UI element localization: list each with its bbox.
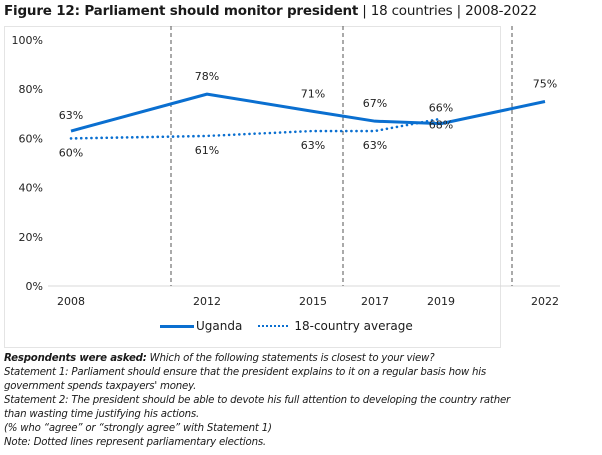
y-tick-label: 80% [19, 83, 43, 96]
data-label-average: 63% [363, 139, 387, 152]
title-separator: | [452, 3, 466, 19]
notes-lead: Respondents were asked: [4, 353, 147, 364]
data-label-average: 60% [59, 146, 83, 159]
figure-title-main: Figure 12: Parliament should monitor pre… [4, 3, 359, 19]
chart-notes: Respondents were asked: Which of the fol… [4, 352, 510, 450]
series-line-average [69, 117, 443, 140]
y-tick-label: 60% [19, 132, 43, 145]
dotted-line-swatch-icon [258, 325, 289, 327]
series-line-uganda [70, 92, 546, 133]
y-tick-label: 0% [26, 280, 43, 293]
data-label-average: 68% [429, 119, 453, 132]
y-tick-label: 40% [19, 182, 43, 195]
data-label-uganda: 71% [301, 87, 325, 100]
legend-item-uganda: Uganda [160, 319, 242, 333]
solid-line-swatch-icon [160, 324, 194, 328]
statement-2-line-1: Statement 2: The president should be abl… [4, 395, 511, 406]
percent-note: (% who “agree” or “strongly agree” with … [4, 423, 272, 434]
x-tick-label: 2015 [299, 295, 327, 308]
data-label-uganda: 63% [59, 109, 83, 122]
x-tick-label: 2017 [361, 295, 389, 308]
legend-label-uganda: Uganda [196, 319, 243, 333]
y-tick-label: 100% [12, 34, 43, 47]
statement-2-line-2: than wasting time justifying his actions… [4, 409, 200, 420]
data-label-uganda: 75% [533, 78, 557, 91]
x-tick-label: 2022 [531, 295, 559, 308]
legend-label-average: 18-country average [294, 319, 413, 333]
data-label-average: 63% [301, 139, 325, 152]
data-label-uganda: 67% [363, 97, 387, 110]
elections-note: Note: Dotted lines represent parliamenta… [4, 437, 266, 448]
chart-legend: Uganda 18-country average [160, 319, 413, 333]
statement-1-line-2: government spends taxpayers' money. [4, 381, 197, 392]
legend-item-average: 18-country average [258, 319, 413, 333]
data-label-average: 61% [195, 144, 219, 157]
y-tick-label: 20% [19, 231, 43, 244]
chart-frame [4, 26, 501, 348]
title-countries: 18 countries [370, 3, 453, 19]
figure-title: Figure 12: Parliament should monitor pre… [4, 3, 537, 19]
data-label-uganda: 66% [429, 102, 453, 115]
statement-1-line-1: Statement 1: Parliament should ensure th… [4, 367, 487, 378]
title-separator: | [358, 3, 371, 19]
x-tick-label: 2019 [427, 295, 455, 308]
title-years: 2008-2022 [465, 3, 537, 19]
data-label-uganda: 78% [195, 70, 219, 83]
notes-question: Which of the following statements is clo… [146, 353, 435, 364]
x-tick-label: 2008 [57, 295, 85, 308]
x-tick-label: 2012 [193, 295, 221, 308]
